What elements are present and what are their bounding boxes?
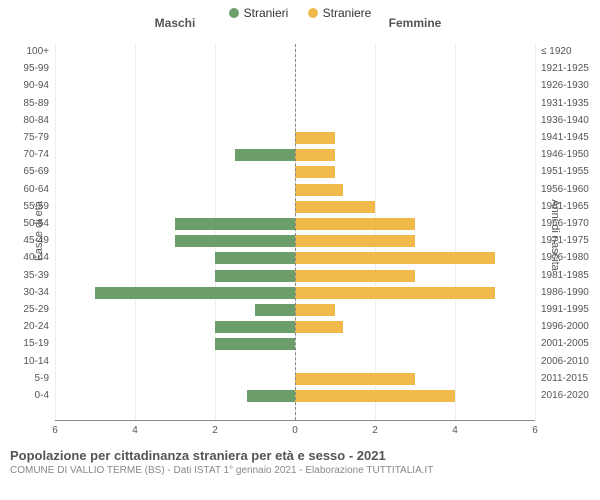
female-bar bbox=[295, 390, 455, 402]
female-bar bbox=[295, 166, 335, 178]
age-label: 20-24 bbox=[0, 321, 49, 332]
birth-year-label: 2006-2010 bbox=[541, 356, 600, 367]
female-bar bbox=[295, 252, 495, 264]
female-bar bbox=[295, 132, 335, 144]
male-bar bbox=[235, 149, 295, 161]
female-bars bbox=[295, 44, 535, 406]
age-label: 45-49 bbox=[0, 235, 49, 246]
age-label: 10-14 bbox=[0, 356, 49, 367]
plot-area: Maschi Femmine Fasce di età Anni di nasc… bbox=[55, 30, 535, 440]
birth-year-label: 1961-1965 bbox=[541, 201, 600, 212]
population-pyramid-chart: Stranieri Straniere Maschi Femmine Fasce… bbox=[0, 0, 600, 500]
male-bar bbox=[215, 270, 295, 282]
age-label: 35-39 bbox=[0, 270, 49, 281]
birth-year-label: 1946-1950 bbox=[541, 149, 600, 160]
female-bar bbox=[295, 321, 343, 333]
birth-year-label: 2011-2015 bbox=[541, 373, 600, 384]
x-tick-label: 0 bbox=[292, 425, 298, 436]
birth-year-label: 1956-1960 bbox=[541, 184, 600, 195]
male-half bbox=[55, 44, 295, 426]
female-bar bbox=[295, 184, 343, 196]
birth-year-label: 1971-1975 bbox=[541, 235, 600, 246]
age-label: 55-59 bbox=[0, 201, 49, 212]
age-label: 100+ bbox=[0, 46, 49, 57]
birth-year-label: 1936-1940 bbox=[541, 115, 600, 126]
age-label: 5-9 bbox=[0, 373, 49, 384]
birth-year-label: 1991-1995 bbox=[541, 304, 600, 315]
birth-year-label: 1921-1925 bbox=[541, 63, 600, 74]
female-bar bbox=[295, 149, 335, 161]
birth-year-label: 1951-1955 bbox=[541, 166, 600, 177]
birth-year-label: 1931-1935 bbox=[541, 98, 600, 109]
age-label: 95-99 bbox=[0, 63, 49, 74]
male-bar bbox=[255, 304, 295, 316]
female-bar bbox=[295, 235, 415, 247]
female-bar bbox=[295, 287, 495, 299]
male-bars bbox=[55, 44, 295, 406]
age-label: 30-34 bbox=[0, 287, 49, 298]
birth-year-label: 1926-1930 bbox=[541, 80, 600, 91]
female-bar bbox=[295, 218, 415, 230]
male-bar bbox=[175, 218, 295, 230]
birth-year-label: 1981-1985 bbox=[541, 270, 600, 281]
age-label: 75-79 bbox=[0, 132, 49, 143]
age-label: 50-54 bbox=[0, 218, 49, 229]
age-label: 0-4 bbox=[0, 390, 49, 401]
age-label: 85-89 bbox=[0, 98, 49, 109]
age-label: 15-19 bbox=[0, 338, 49, 349]
male-bar bbox=[95, 287, 295, 299]
center-divider bbox=[295, 44, 296, 420]
birth-year-label: 1941-1945 bbox=[541, 132, 600, 143]
birth-year-label: 1996-2000 bbox=[541, 321, 600, 332]
female-half bbox=[295, 44, 535, 426]
x-axis: 0 2 2 4 4 6 6 bbox=[55, 420, 535, 441]
birth-year-label: 2001-2005 bbox=[541, 338, 600, 349]
age-label: 80-84 bbox=[0, 115, 49, 126]
chart-title: Popolazione per cittadinanza straniera p… bbox=[10, 448, 590, 463]
male-bar bbox=[215, 338, 295, 350]
x-tick-label: 2 bbox=[212, 425, 218, 436]
female-bar bbox=[295, 201, 375, 213]
male-bar bbox=[175, 235, 295, 247]
gridline bbox=[535, 44, 536, 420]
age-label: 70-74 bbox=[0, 149, 49, 160]
female-bar bbox=[295, 304, 335, 316]
chart-footer: Popolazione per cittadinanza straniera p… bbox=[10, 448, 590, 476]
age-label: 60-64 bbox=[0, 184, 49, 195]
chart-subtitle: COMUNE DI VALLIO TERME (BS) - Dati ISTAT… bbox=[10, 465, 590, 476]
x-tick-label: 6 bbox=[52, 425, 58, 436]
x-tick-label: 2 bbox=[372, 425, 378, 436]
x-tick-label: 6 bbox=[532, 425, 538, 436]
birth-year-label: ≤ 1920 bbox=[541, 46, 600, 57]
male-bar bbox=[247, 390, 295, 402]
birth-year-label: 1976-1980 bbox=[541, 252, 600, 263]
male-bar bbox=[215, 252, 295, 264]
birth-year-label: 1966-1970 bbox=[541, 218, 600, 229]
female-bar bbox=[295, 373, 415, 385]
header-male: Maschi bbox=[55, 16, 295, 30]
male-bar bbox=[215, 321, 295, 333]
age-label: 40-44 bbox=[0, 252, 49, 263]
birth-year-label: 1986-1990 bbox=[541, 287, 600, 298]
birth-year-label: 2016-2020 bbox=[541, 390, 600, 401]
age-label: 65-69 bbox=[0, 166, 49, 177]
age-label: 25-29 bbox=[0, 304, 49, 315]
x-tick-label: 4 bbox=[132, 425, 138, 436]
age-label: 90-94 bbox=[0, 80, 49, 91]
female-bar bbox=[295, 270, 415, 282]
header-female: Femmine bbox=[295, 16, 535, 30]
x-tick-label: 4 bbox=[452, 425, 458, 436]
